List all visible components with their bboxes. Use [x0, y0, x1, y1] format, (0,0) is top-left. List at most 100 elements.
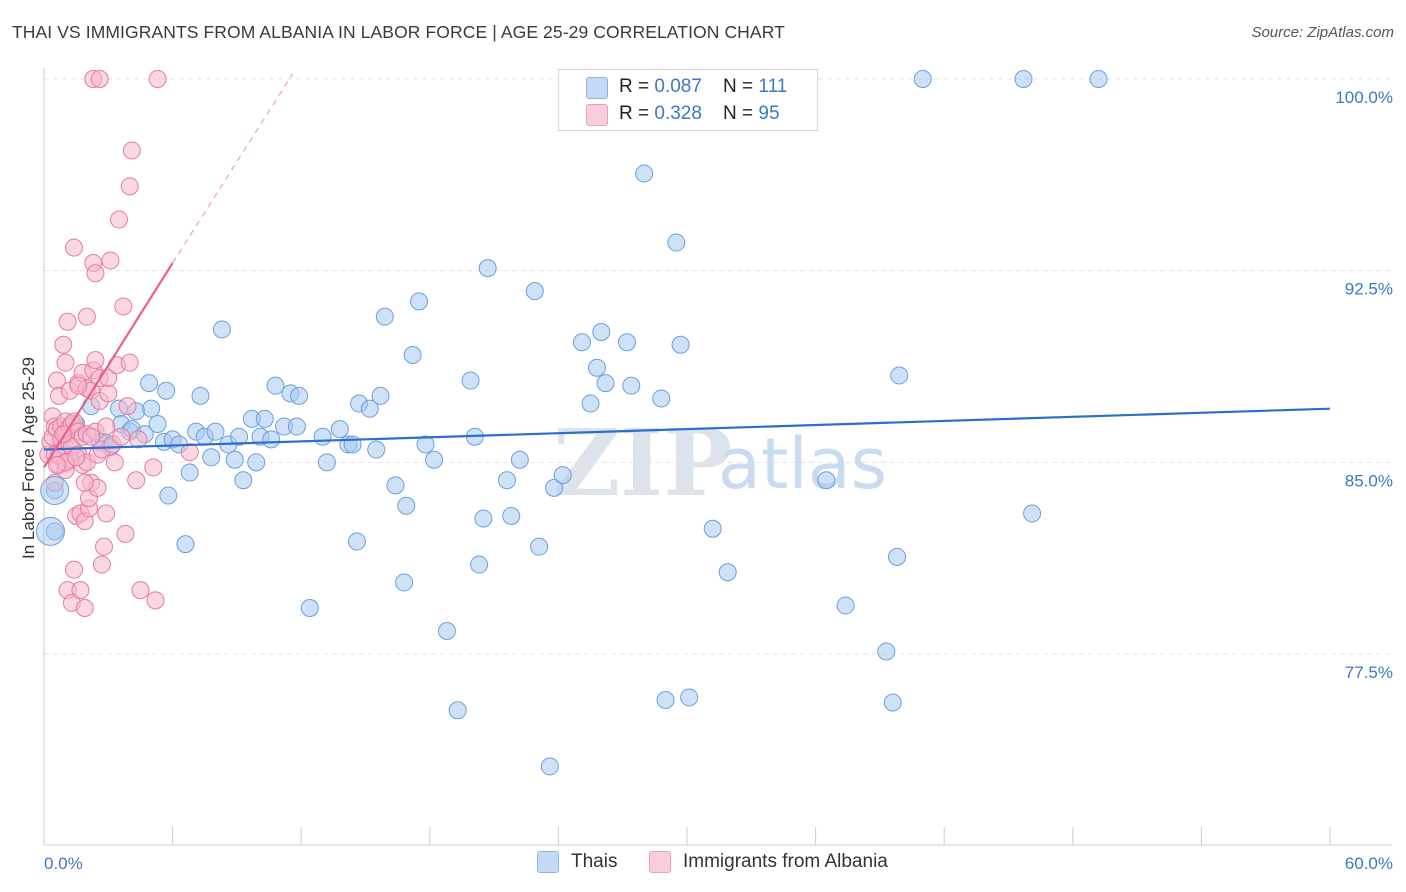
- thais-point-94: [718, 563, 737, 582]
- thais-point-82: [587, 358, 606, 377]
- legend-swatch-albania-bottom: [649, 851, 671, 873]
- albania-point-54: [86, 351, 105, 370]
- albania-point-64: [97, 417, 116, 436]
- legend-text-albania: R = 0.328 N = 95: [619, 103, 780, 124]
- thais-point-46: [300, 599, 319, 617]
- thais-point-101: [888, 547, 907, 566]
- thais-point-60: [397, 496, 416, 515]
- albania-point-91: [47, 455, 66, 474]
- thais-point-large-2: [35, 516, 65, 546]
- thais-point-103: [913, 70, 932, 88]
- thais-point-78: [545, 478, 564, 497]
- grid-lines: [44, 78, 1392, 655]
- albania-point-53: [86, 264, 105, 283]
- thais-point-39: [255, 409, 274, 428]
- thais-point-18: [148, 415, 167, 433]
- thais-point-20: [157, 381, 176, 400]
- y-tick-label-2: 92.5%: [1345, 280, 1393, 299]
- thais-point-106: [1089, 70, 1108, 88]
- legend-swatch-albania: [586, 104, 608, 126]
- thais-point-81: [581, 394, 600, 413]
- thais-point-52: [347, 532, 366, 551]
- albania-point-85: [180, 443, 199, 462]
- albania-point-83: [146, 591, 165, 610]
- thais-point-99: [877, 642, 896, 661]
- albania-point-42: [75, 599, 94, 617]
- albania-trend-extension: [172, 73, 294, 264]
- albania-point-92: [67, 448, 86, 467]
- watermark-atlas: atlas: [718, 423, 887, 505]
- x-tick-label-max: 60.0%: [1345, 854, 1393, 873]
- watermark: ZIP atlas: [553, 409, 887, 517]
- albania-point-69: [105, 453, 124, 472]
- albania-point-63: [97, 504, 116, 523]
- legend-text-thais: R = 0.087 N = 111: [619, 76, 788, 97]
- thais-point-75: [525, 282, 544, 301]
- albania-point-62: [95, 537, 114, 556]
- albania-point-78: [122, 141, 141, 160]
- thais-point-25: [180, 463, 199, 482]
- thais-point-34: [230, 427, 249, 446]
- legend-swatch-thais-bottom: [537, 851, 559, 873]
- albania-point-31: [65, 560, 84, 579]
- thais-point-98: [836, 596, 855, 615]
- thais-point-74: [510, 450, 529, 469]
- albania-point-20: [58, 312, 77, 331]
- thais-point-83: [592, 323, 611, 341]
- albania-point-73: [114, 297, 133, 316]
- thais-point-84: [596, 374, 615, 393]
- trend-lines: [43, 73, 1331, 469]
- legend-label-thais: Thais: [571, 851, 618, 872]
- x-tick-label-min: 0.0%: [44, 854, 83, 873]
- tick-labels: 77.5% 85.0% 92.5% 100.0% 0.0% 60.0%: [44, 88, 1393, 873]
- albania-point-93: [82, 427, 101, 446]
- thais-point-102: [890, 366, 909, 385]
- albania-point-79: [127, 471, 146, 490]
- albania-point-14: [54, 335, 73, 354]
- thais-point-29: [202, 448, 221, 467]
- thais-point-105: [1023, 504, 1042, 523]
- thais-point-79: [553, 466, 572, 485]
- albania-point-65: [99, 384, 118, 403]
- source-label: Source: ZipAtlas.com: [1251, 24, 1394, 41]
- thais-point-87: [635, 164, 654, 183]
- albania-point-36: [71, 581, 90, 600]
- y-tick-label-1: 85.0%: [1345, 471, 1393, 490]
- thais-point-48: [317, 453, 336, 472]
- thais-point-16: [140, 374, 159, 393]
- chart-title: THAI VS IMMIGRANTS FROM ALBANIA IN LABOR…: [12, 22, 785, 42]
- thais-point-24: [176, 535, 195, 554]
- thais-point-31: [212, 320, 231, 339]
- albania-point-80: [129, 430, 148, 449]
- y-tick-label-0: 77.5%: [1345, 663, 1393, 682]
- albania-point-71: [110, 210, 129, 229]
- thais-point-21: [159, 486, 178, 505]
- thais-point-57: [375, 307, 394, 326]
- thais-point-33: [225, 450, 244, 469]
- thais-point-64: [425, 450, 444, 469]
- thais-point-72: [497, 471, 516, 490]
- thais-point-55: [367, 440, 386, 459]
- watermark-zip: ZIP: [553, 409, 732, 517]
- thais-point-89: [656, 691, 675, 709]
- thais-point-90: [667, 233, 686, 252]
- albania-point-88: [69, 376, 88, 395]
- thais-point-47: [313, 427, 332, 446]
- thais-point-88: [652, 389, 671, 408]
- thais-point-65: [437, 622, 456, 640]
- legend-item-albania: Immigrants from Albania: [649, 851, 888, 873]
- y-tick-label-3: 100.0%: [1335, 88, 1393, 107]
- thais-point-100: [883, 693, 902, 712]
- thais-point-92: [680, 688, 699, 707]
- albania-point-94: [75, 473, 94, 492]
- albania-point-30: [65, 238, 84, 257]
- thais-point-40: [262, 430, 281, 449]
- albania-point-74: [116, 524, 135, 543]
- thais-point-97: [817, 471, 836, 490]
- thais-point-70: [474, 509, 493, 528]
- thais-point-66: [448, 701, 467, 720]
- albania-point-61: [92, 555, 111, 574]
- thais-point-35: [234, 471, 253, 490]
- thais-point-59: [395, 573, 414, 592]
